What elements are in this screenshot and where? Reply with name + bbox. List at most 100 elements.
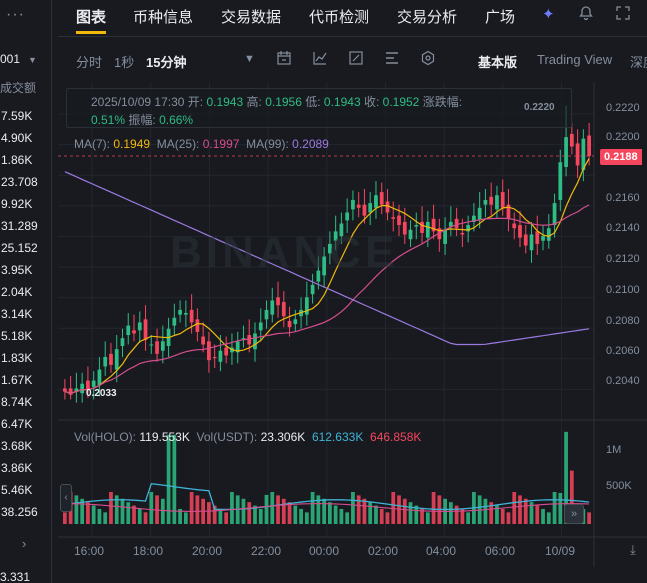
volume-list-item[interactable]: 7.59K [1,109,33,123]
volume-list-item[interactable]: 1.67K [1,373,33,387]
tab-chart[interactable]: 图表 [76,9,107,26]
tab-token-check[interactable]: 代币检测 [309,9,370,26]
volume-bar [523,498,528,524]
scroll-right-icon[interactable]: » [564,504,584,524]
volume-list-item[interactable]: 5.18K [1,329,33,343]
candle-body [258,322,263,331]
candle-body [500,192,505,208]
vol-usdt-value: 23.306K [260,430,306,444]
volume-list: 7.59K 4.90K 1.86K 23.708 9.92K 31.289 25.152 3.… [0,105,52,523]
volume-bar [103,512,108,524]
volume-bar [379,508,384,524]
open-label: 开: [187,95,204,109]
ai-sparkle-icon[interactable]: ✦ [542,6,555,23]
volume-list-item[interactable]: 6.47K [1,417,33,431]
volume-list-item[interactable]: 9.92K [1,197,33,211]
volume-list-item[interactable]: 38.256 [1,505,38,519]
chart-area[interactable]: BINANCE 2025/10/09 17:30 开: 0.1943 高: 0.… [58,82,647,567]
candle-body [224,347,229,356]
expand-icon[interactable] [615,5,631,25]
candle-body [385,201,390,213]
volume-legend: Vol(HOLO): 119.553K Vol(USDT): 23.306K 6… [74,430,421,444]
candle-body [518,225,522,238]
candle-body [137,322,142,331]
volume-bar [569,470,574,524]
tab-trading-data[interactable]: 交易数据 [221,9,282,26]
volume-bar [408,502,413,524]
volume-list-item[interactable]: 3.86K [1,461,33,475]
candle-body [149,344,154,346]
mode-depth[interactable]: 深度 [630,55,647,70]
volume-bar [195,495,200,524]
bell-icon[interactable] [578,5,594,25]
candle-body [506,204,511,219]
chevron-right-icon[interactable]: › [22,536,27,551]
volume-list-item[interactable]: 3.14K [1,307,33,321]
candlestick-chart[interactable] [58,82,647,567]
volume-list-item[interactable]: 25.152 [1,241,38,255]
volume-list-item[interactable]: 2.04K [1,285,33,299]
volume-list-item[interactable]: 1.86K [1,153,33,167]
close-label: 收: [363,95,380,109]
volume-list-item[interactable]: 8.74K [1,395,33,409]
ma99-label: MA(99): [246,137,289,151]
interval-dropdown-icon[interactable]: ▼ [244,53,255,65]
mode-tradingview[interactable]: Trading View [537,52,613,67]
pair-selector[interactable]: 001 ▼ [0,52,37,66]
close-value: 0.1952 [382,95,420,109]
settings-icon[interactable] [420,50,436,70]
volume-bar [500,508,505,524]
volume-bar [322,498,326,524]
candle-body [207,341,211,361]
volume-bar [247,502,252,524]
y-tick: 0.2220 [606,102,640,114]
volume-list-item[interactable]: 5.46K [1,483,33,497]
volume-list-item[interactable]: 3.95K [1,263,33,277]
vol-holo-label: Vol(HOLO): [74,430,137,444]
volume-bar [224,512,229,524]
candle-body [408,229,413,240]
volume-list-item[interactable]: 3.68K [1,439,33,453]
mode-basic[interactable]: 基本版 [478,55,518,70]
volume-list-item[interactable]: 31.289 [1,219,38,233]
candle-body [374,195,378,208]
interval-timeline[interactable]: 分时 [76,55,103,70]
chevron-left-icon[interactable]: ‹ [60,484,72,512]
volume-bar [253,505,257,524]
tab-token-info[interactable]: 币种信息 [133,9,194,26]
ma25-label: MA(25): [156,137,200,151]
drawing-tools-icon[interactable] [348,50,364,70]
fit-screen-icon[interactable]: ⤓ [630,542,636,557]
candle-body [535,231,540,244]
chart-type-icon[interactable] [312,50,328,70]
volume-list-item[interactable]: 4.90K [1,131,33,145]
interval-1s[interactable]: 1秒 [114,55,135,70]
volume-bar [178,508,182,524]
volume-bar [460,508,465,524]
nav-divider [58,36,647,37]
candle-body [287,320,292,328]
more-dots-icon[interactable]: ··· [6,6,25,23]
volume-bar [109,491,113,524]
volume-list-item[interactable]: 23.708 [1,175,38,189]
tab-square[interactable]: 广场 [485,9,516,26]
candle-body [241,338,246,340]
tab-trade-analysis[interactable]: 交易分析 [397,9,458,26]
change-value: 0.51% [91,113,126,127]
candle-body [368,203,373,213]
y-tick: 0.2120 [606,253,640,265]
market-list-panel: ··· 001 ▼ 成交额 7.59K 4.90K 1.86K 23.708 9.92K 3… [0,0,52,583]
candle-body [293,319,298,325]
vol-ma-value-1: 612.633K [311,430,364,444]
volume-bar [391,491,396,524]
interval-15m[interactable]: 15分钟 [146,55,187,70]
layout-icon[interactable] [384,50,400,70]
indicator-icon[interactable] [276,50,292,70]
candle-body [414,225,419,227]
candle-body [68,388,73,395]
x-tick: 18:00 [133,544,164,558]
volume-bar [535,505,540,524]
y-tick: 0.2140 [606,222,640,234]
y-tick: 0.2060 [606,345,640,357]
volume-list-item[interactable]: 1.83K [1,351,33,365]
